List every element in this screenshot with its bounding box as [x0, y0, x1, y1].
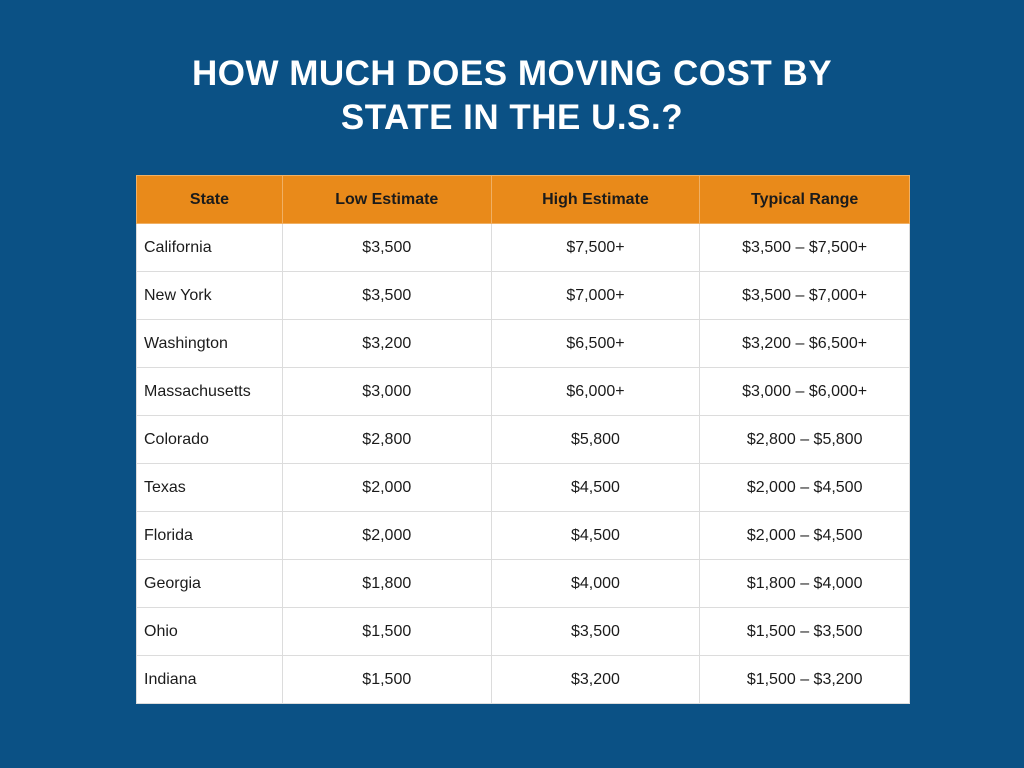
cost-cell: $2,000 – $4,500 — [699, 463, 910, 512]
cost-cell: $1,800 – $4,000 — [699, 559, 910, 608]
state-cell: New York — [136, 271, 283, 320]
cost-cell: $7,500+ — [490, 223, 701, 272]
cost-cell: $3,000 – $6,000+ — [699, 367, 910, 416]
cost-cell: $2,000 — [281, 511, 492, 560]
cost-cell: $2,800 – $5,800 — [699, 415, 910, 464]
state-cell: Texas — [136, 463, 283, 512]
table-row: Massachusetts $3,000 $6,000+ $3,000 – $6,00… — [136, 367, 910, 416]
header-row: State Low Estimate High Estimate Typical Ra… — [136, 175, 910, 224]
cost-cell: $3,500 — [490, 607, 701, 656]
cost-cell: $3,000 — [281, 367, 492, 416]
table-row: Colorado $2,800 $5,800 $2,800 – $5,800 — [136, 415, 910, 464]
cost-cell: $7,000+ — [490, 271, 701, 320]
table-row: Florida $2,000 $4,500 $2,000 – $4,500 — [136, 511, 910, 560]
cost-cell: $2,800 — [281, 415, 492, 464]
title: HOW MUCH DOES MOVING COST BY STATE IN TH… — [191, 54, 833, 137]
state-cell: Indiana — [136, 655, 283, 704]
cost-cell: $1,500 – $3,200 — [699, 655, 910, 704]
cost-table: State Low Estimate High Estimate Typical Ra… — [136, 175, 910, 704]
table-row: New York $3,500 $7,000+ $3,500 – $7,000+ — [136, 271, 910, 320]
table-row: Georgia $1,800 $4,000 $1,800 – $4,000 — [136, 559, 910, 608]
cost-cell: $1,500 — [281, 607, 492, 656]
header-cell: State — [136, 175, 283, 224]
header-cell: Typical Range — [699, 175, 910, 224]
state-cell: California — [136, 223, 283, 272]
cost-cell: $3,500 — [281, 223, 492, 272]
table-row: Ohio $1,500 $3,500 $1,500 – $3,500 — [136, 607, 910, 656]
header-cell: High Estimate — [490, 175, 701, 224]
cost-cell: $4,000 — [490, 559, 701, 608]
state-cell: Washington — [136, 319, 283, 368]
cost-cell: $3,200 — [490, 655, 701, 704]
header-cell: Low Estimate — [281, 175, 492, 224]
cost-cell: $4,500 — [490, 511, 701, 560]
cost-cell: $5,800 — [490, 415, 701, 464]
cost-cell: $1,800 — [281, 559, 492, 608]
cost-cell: $3,500 — [281, 271, 492, 320]
table-row: Indiana $1,500 $3,200 $1,500 – $3,200 — [136, 655, 910, 704]
cost-cell: $1,500 – $3,500 — [699, 607, 910, 656]
cost-cell: $6,000+ — [490, 367, 701, 416]
cost-cell: $2,000 – $4,500 — [699, 511, 910, 560]
table-row: California $3,500 $7,500+ $3,500 – $7,500+ — [136, 223, 910, 272]
state-cell: Colorado — [136, 415, 283, 464]
cost-cell: $1,500 — [281, 655, 492, 704]
state-cell: Massachusetts — [136, 367, 283, 416]
cost-cell: $3,200 – $6,500+ — [699, 319, 910, 368]
cost-cell: $3,200 — [281, 319, 492, 368]
cost-cell: $6,500+ — [490, 319, 701, 368]
cost-cell: $4,500 — [490, 463, 701, 512]
cost-cell: $3,500 – $7,500+ — [699, 223, 910, 272]
table-row: Texas $2,000 $4,500 $2,000 – $4,500 — [136, 463, 910, 512]
state-cell: Florida — [136, 511, 283, 560]
cost-cell: $3,500 – $7,000+ — [699, 271, 910, 320]
table-row: Washington $3,200 $6,500+ $3,200 – $6,500+ — [136, 319, 910, 368]
cost-cell: $2,000 — [281, 463, 492, 512]
state-cell: Georgia — [136, 559, 283, 608]
state-cell: Ohio — [136, 607, 283, 656]
